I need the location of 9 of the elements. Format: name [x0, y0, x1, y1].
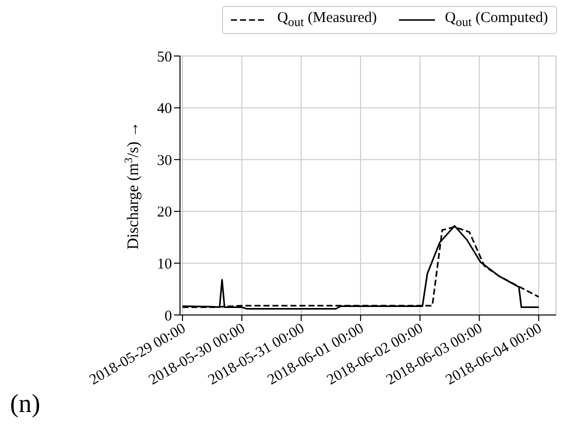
y-tick-label: 20: [157, 204, 172, 221]
y-tick-label: 10: [157, 256, 172, 273]
y-tick-label: 0: [164, 308, 172, 324]
text: (n): [10, 389, 40, 418]
legend-label: Q$_{out}$ (Measured): [277, 10, 377, 30]
y-tick-label: 40: [157, 101, 172, 118]
legend-label: Q$_{out}$ (Computed): [444, 10, 548, 30]
y-tick-label: 30: [157, 152, 172, 169]
y-tick-label: 50: [157, 49, 172, 66]
